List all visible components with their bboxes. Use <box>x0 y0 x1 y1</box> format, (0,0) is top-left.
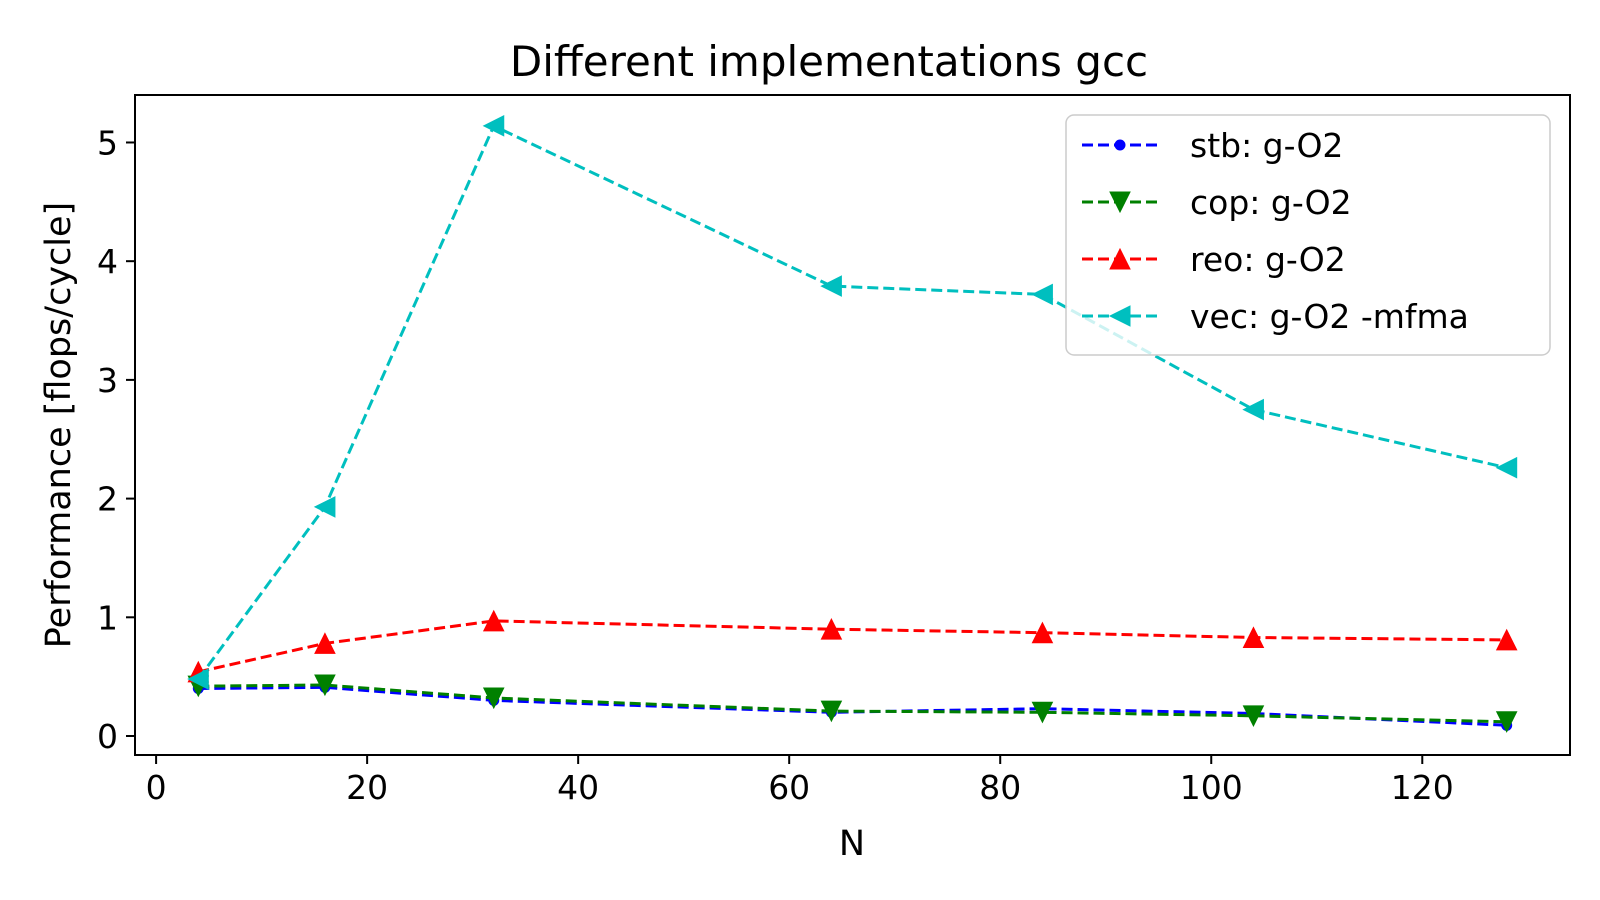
data-point-1-3 <box>820 700 843 723</box>
legend-label-3: vec: g-O2 -mfma <box>1190 297 1469 336</box>
data-point-3-5 <box>1242 398 1264 421</box>
data-point-3-6 <box>1495 456 1518 479</box>
data-point-1-1 <box>314 674 336 697</box>
y-tick-label: 3 <box>97 361 118 400</box>
series-1 <box>187 674 1518 733</box>
legend-item-2: reo: g-O2 <box>1082 240 1346 279</box>
legend-marker-2 <box>1109 247 1131 270</box>
legend-label-1: cop: g-O2 <box>1190 183 1352 222</box>
series-line-1 <box>198 683 1507 724</box>
x-tick-label: 100 <box>1180 768 1243 807</box>
series-2 <box>187 609 1518 683</box>
data-point-2-4 <box>1031 621 1054 644</box>
data-point-3-1 <box>313 496 336 518</box>
legend-item-0: stb: g-O2 <box>1082 126 1343 165</box>
x-tick-label: 80 <box>979 768 1021 807</box>
x-axis: 0 20 40 60 80 100 120 <box>146 755 1454 807</box>
legend-label-2: reo: g-O2 <box>1190 240 1346 279</box>
data-point-1-5 <box>1242 705 1265 727</box>
x-tick-label: 20 <box>346 768 388 807</box>
legend-item-1: cop: g-O2 <box>1082 183 1352 222</box>
series-line-0 <box>198 685 1507 727</box>
y-tick-label: 0 <box>97 717 118 756</box>
data-point-1-4 <box>1031 701 1054 724</box>
y-tick-label: 2 <box>97 480 118 519</box>
x-tick-label: 0 <box>146 768 167 807</box>
legend-label-0: stb: g-O2 <box>1190 126 1343 165</box>
data-point-2-6 <box>1495 628 1518 651</box>
data-point-3-0 <box>187 668 209 690</box>
axes-frame <box>134 94 1571 756</box>
series-line-2 <box>197 619 1507 674</box>
data-point-1-2 <box>482 687 505 710</box>
data-point-2-1 <box>314 632 336 654</box>
data-point-1-6 <box>1495 711 1518 733</box>
y-tick-label: 5 <box>97 123 118 162</box>
legend-item-3: vec: g-O2 -mfma <box>1082 297 1469 336</box>
data-point-3-4 <box>1031 283 1053 306</box>
legend-marker-0 <box>1114 139 1126 151</box>
x-tick-label: 40 <box>557 768 599 807</box>
data-point-3-2 <box>482 115 505 137</box>
chart-title: Different implementations gcc <box>510 37 1148 86</box>
data-point-3-3 <box>820 275 842 297</box>
legend: stb: g-O2 cop: g-O2 reo: g-O2 vec: g-O2 -mf… <box>1065 114 1551 356</box>
x-axis-label: N <box>839 824 865 864</box>
y-axis: 0 1 2 3 4 5 <box>97 123 135 756</box>
data-point-2-2 <box>482 609 505 632</box>
data-point-2-5 <box>1242 626 1265 648</box>
data-point-2-3 <box>820 618 843 640</box>
x-tick-label: 120 <box>1391 768 1454 807</box>
legend-marker-3 <box>1108 305 1131 327</box>
plot-area <box>187 115 1518 733</box>
legend-box <box>1065 114 1551 356</box>
y-tick-label: 4 <box>97 242 118 281</box>
legend-marker-1 <box>1109 191 1131 214</box>
y-tick-label: 1 <box>97 598 118 637</box>
x-tick-label: 60 <box>768 768 810 807</box>
series-3 <box>187 115 1518 690</box>
y-axis-label: Performance [flops/cycle] <box>39 202 79 648</box>
